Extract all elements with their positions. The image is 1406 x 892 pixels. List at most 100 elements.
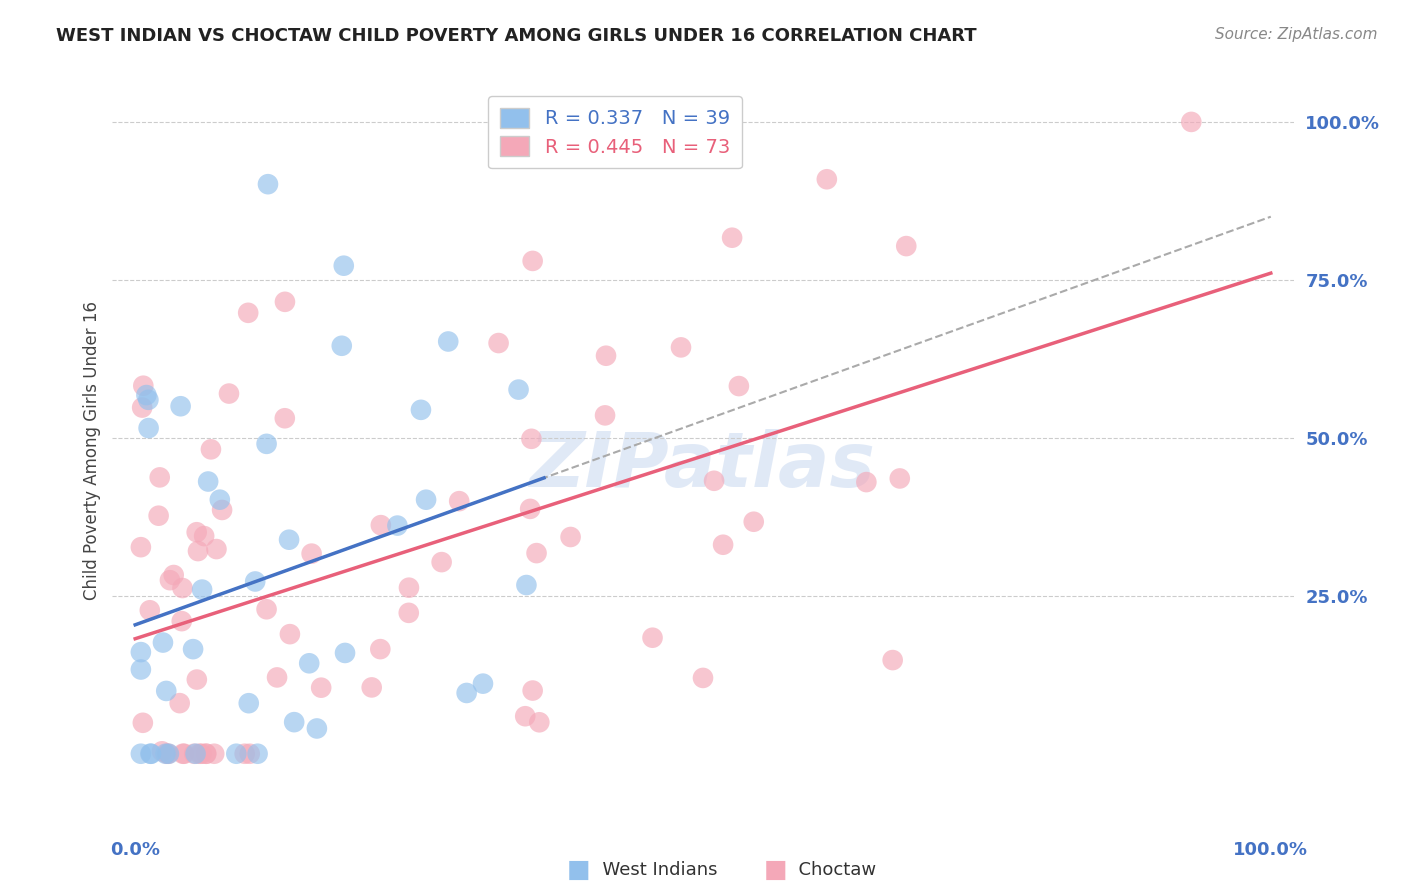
- Point: [190, 747, 212, 761]
- Point: [488, 336, 510, 351]
- Point: [239, 747, 262, 761]
- Point: [191, 582, 214, 597]
- Point: [149, 470, 172, 484]
- Point: [245, 574, 267, 589]
- Point: [472, 676, 495, 690]
- Point: [430, 555, 453, 569]
- Point: [148, 508, 170, 523]
- Point: [301, 547, 323, 561]
- Point: [129, 645, 152, 659]
- Point: [200, 442, 222, 457]
- Point: [197, 475, 219, 489]
- Point: [595, 349, 617, 363]
- Point: [274, 294, 297, 309]
- Text: West Indians: West Indians: [591, 861, 717, 879]
- Point: [211, 503, 233, 517]
- Point: [333, 646, 356, 660]
- Point: [409, 402, 432, 417]
- Point: [522, 254, 544, 268]
- Point: [139, 603, 162, 617]
- Point: [183, 747, 205, 761]
- Point: [508, 383, 530, 397]
- Point: [889, 471, 911, 485]
- Point: [188, 747, 211, 761]
- Point: [139, 747, 162, 761]
- Text: ■: ■: [763, 858, 787, 881]
- Point: [156, 747, 179, 761]
- Text: Choctaw: Choctaw: [787, 861, 876, 879]
- Point: [238, 306, 260, 320]
- Point: [692, 671, 714, 685]
- Point: [155, 684, 177, 698]
- Point: [1180, 115, 1202, 129]
- Point: [163, 568, 186, 582]
- Point: [138, 392, 160, 407]
- Point: [298, 657, 321, 671]
- Point: [449, 494, 471, 508]
- Point: [526, 546, 548, 560]
- Point: [278, 533, 301, 547]
- Point: [131, 401, 153, 415]
- Point: [139, 747, 162, 761]
- Point: [150, 744, 173, 758]
- Point: [415, 492, 437, 507]
- Point: [896, 239, 918, 253]
- Point: [370, 518, 392, 533]
- Point: [187, 544, 209, 558]
- Point: [522, 683, 544, 698]
- Point: [330, 339, 353, 353]
- Point: [202, 747, 225, 761]
- Point: [711, 538, 734, 552]
- Point: [129, 747, 152, 761]
- Point: [437, 334, 460, 349]
- Point: [283, 715, 305, 730]
- Point: [169, 399, 191, 413]
- Point: [398, 581, 420, 595]
- Point: [387, 518, 409, 533]
- Point: [238, 696, 260, 710]
- Point: [560, 530, 582, 544]
- Point: [305, 722, 328, 736]
- Point: [129, 540, 152, 554]
- Point: [520, 432, 543, 446]
- Point: [257, 177, 280, 191]
- Point: [225, 747, 247, 761]
- Point: [360, 681, 382, 695]
- Point: [882, 653, 904, 667]
- Point: [728, 379, 751, 393]
- Point: [138, 421, 160, 435]
- Point: [641, 631, 664, 645]
- Point: [246, 747, 269, 761]
- Point: [256, 602, 278, 616]
- Point: [129, 663, 152, 677]
- Point: [218, 386, 240, 401]
- Point: [515, 578, 537, 592]
- Point: [173, 747, 195, 761]
- Point: [135, 388, 157, 402]
- Point: [186, 525, 208, 540]
- Point: [205, 542, 228, 557]
- Point: [184, 747, 207, 761]
- Point: [170, 614, 193, 628]
- Point: [593, 409, 616, 423]
- Point: [195, 747, 218, 761]
- Point: [815, 172, 838, 186]
- Point: [132, 378, 155, 392]
- Point: [669, 340, 692, 354]
- Point: [159, 573, 181, 587]
- Legend: R = 0.337   N = 39, R = 0.445   N = 73: R = 0.337 N = 39, R = 0.445 N = 73: [488, 96, 741, 169]
- Point: [208, 492, 231, 507]
- Point: [742, 515, 765, 529]
- Point: [266, 670, 288, 684]
- Point: [278, 627, 301, 641]
- Point: [515, 709, 537, 723]
- Point: [169, 696, 191, 710]
- Point: [132, 715, 155, 730]
- Point: [274, 411, 297, 425]
- Point: [233, 747, 256, 761]
- Point: [519, 502, 541, 516]
- Point: [157, 747, 180, 761]
- Point: [398, 606, 420, 620]
- Point: [529, 715, 551, 730]
- Point: [172, 581, 194, 595]
